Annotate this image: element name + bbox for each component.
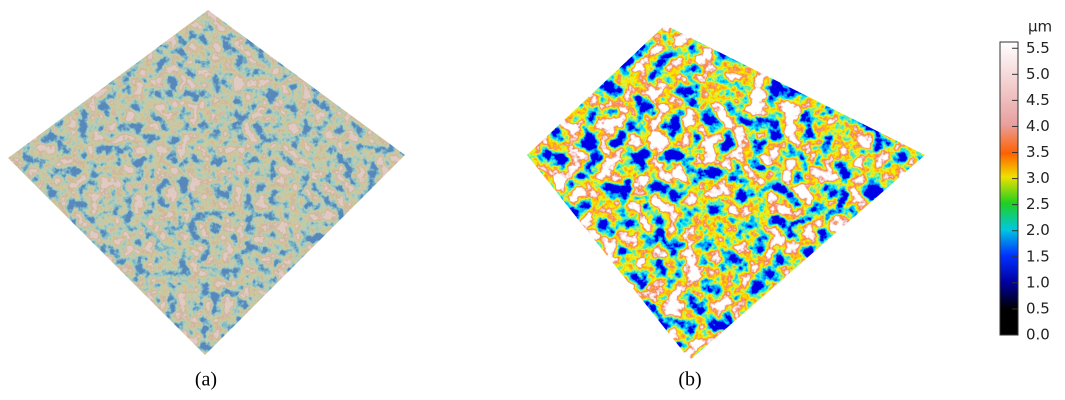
panel-label: (b): [678, 369, 701, 391]
colorbar: [999, 41, 1019, 336]
colorbar-ticks: 0.0 0.5 1.0 1.5 2.0 2.5 3.0 3.5 4.0 4.5 5.0 5.5: [1012, 39, 1050, 344]
tick-label: 0.5: [1026, 299, 1050, 317]
panel-label: (a): [195, 369, 217, 391]
tick-label: 5.0: [1026, 65, 1050, 83]
tick-label: 0.0: [1026, 326, 1050, 344]
surface-b: [527, 25, 925, 360]
tick-label: 2.5: [1026, 195, 1050, 213]
tick-label: 4.5: [1026, 91, 1050, 109]
tick-label: 1.0: [1026, 273, 1050, 291]
surface-a: [8, 10, 405, 355]
tick-label: 4.0: [1026, 117, 1050, 135]
tick-label: 1.5: [1026, 247, 1050, 265]
tick-label: 5.5: [1026, 39, 1050, 57]
tick-label: 2.0: [1026, 221, 1050, 239]
tick-label: 3.5: [1026, 143, 1050, 161]
tick-label: 3.0: [1026, 169, 1050, 187]
colorbar-unit: μm: [1028, 18, 1052, 36]
